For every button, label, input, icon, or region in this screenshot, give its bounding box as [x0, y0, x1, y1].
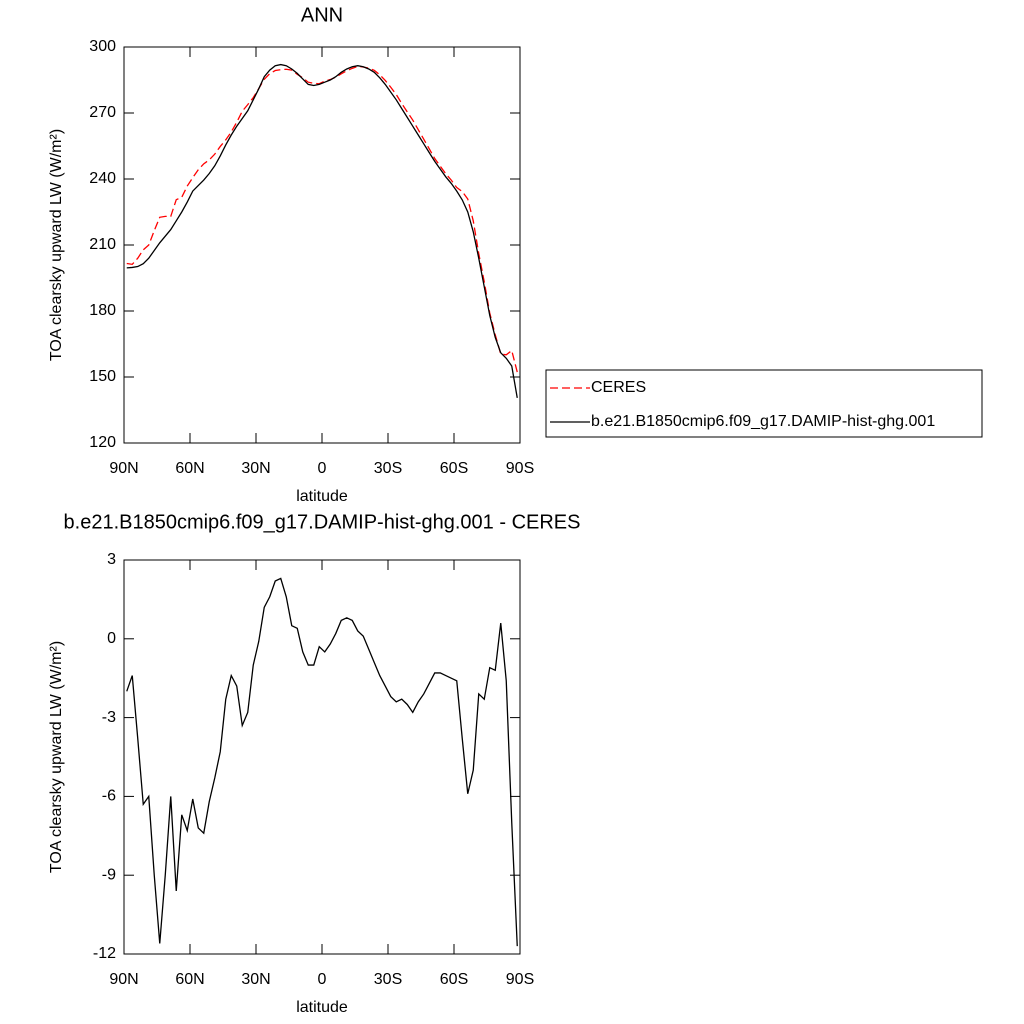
plot-frame [123, 559, 521, 955]
y-tick-label: 270 [89, 104, 116, 121]
y-tick-label: 240 [89, 170, 116, 187]
y-tick-label: -3 [102, 709, 116, 726]
legend-label: CERES [591, 379, 646, 396]
y-tick-label: -9 [102, 866, 116, 883]
x-axis-label: latitude [296, 488, 348, 505]
x-tick-label: 90N [109, 971, 138, 988]
x-tick-label: 90S [506, 971, 534, 988]
y-tick-label: -12 [93, 945, 116, 962]
y-tick-label: 3 [107, 551, 116, 568]
x-tick-label: 60S [440, 460, 468, 477]
x-tick-label: 60N [175, 460, 204, 477]
x-tick-label: 0 [318, 971, 327, 988]
x-tick-label: 30S [374, 460, 402, 477]
x-tick-label: 60S [440, 971, 468, 988]
x-tick-label: 90S [506, 460, 534, 477]
chart-title: b.e21.B1850cmip6.f09_g17.DAMIP-hist-ghg.… [64, 511, 581, 533]
data-line [126, 577, 518, 947]
y-tick-label: 300 [89, 38, 116, 55]
legend-box [545, 369, 983, 438]
x-tick-label: 30N [241, 460, 270, 477]
y-tick-label: 180 [89, 302, 116, 319]
x-tick-label: 30S [374, 971, 402, 988]
plot-frame [123, 46, 521, 444]
data-line [126, 63, 518, 399]
y-tick-label: 120 [89, 434, 116, 451]
x-tick-label: 0 [318, 460, 327, 477]
x-tick-label: 60N [175, 971, 204, 988]
x-tick-label: 90N [109, 460, 138, 477]
y-axis-label: TOA clearsky upward LW (W/m²) [48, 129, 65, 361]
y-tick-label: -6 [102, 788, 116, 805]
y-tick-label: 0 [107, 630, 116, 647]
y-tick-label: 150 [89, 368, 116, 385]
y-tick-label: 210 [89, 236, 116, 253]
x-tick-label: 30N [241, 971, 270, 988]
legend-label: b.e21.B1850cmip6.f09_g17.DAMIP-hist-ghg.… [591, 413, 935, 430]
chart-title: ANN [301, 4, 343, 26]
y-axis-label: TOA clearsky upward LW (W/m²) [48, 641, 65, 873]
data-line [126, 65, 518, 373]
x-axis-label: latitude [296, 999, 348, 1016]
